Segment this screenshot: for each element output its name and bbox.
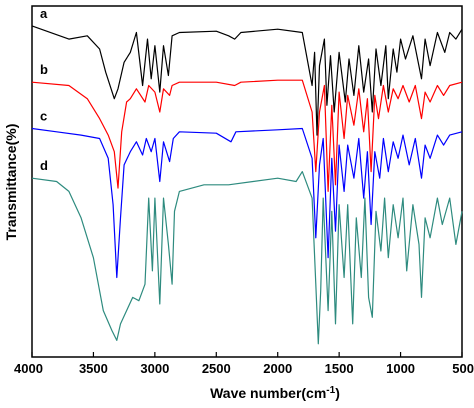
x-tick-label: 4000 bbox=[14, 361, 43, 376]
x-tick-label: 500 bbox=[452, 361, 474, 376]
x-tick-label: 3500 bbox=[79, 361, 108, 376]
x-tick-label: 1500 bbox=[325, 361, 354, 376]
series-labels: a b c d bbox=[40, 6, 48, 173]
series-label-a: a bbox=[40, 6, 48, 21]
x-ticks: 4000 3500 3000 2500 2000 1500 1000 500 bbox=[14, 352, 474, 376]
series-line-d bbox=[31, 171, 463, 345]
x-tick-label: 2000 bbox=[263, 361, 292, 376]
x-axis-title-main: Wave number(cm bbox=[210, 385, 326, 401]
series-label-b: b bbox=[40, 62, 48, 77]
x-tick-label: 1000 bbox=[386, 361, 415, 376]
y-axis-title: Transmittance(%) bbox=[3, 124, 19, 241]
series-layer bbox=[31, 25, 463, 345]
x-axis-title: Wave number(cm-1) bbox=[210, 385, 340, 401]
series-line-c bbox=[31, 127, 463, 279]
series-label-d: d bbox=[40, 158, 48, 173]
plot-frame bbox=[31, 5, 463, 358]
x-tick-label: 2500 bbox=[202, 361, 231, 376]
series-line-a bbox=[31, 25, 463, 136]
x-axis-title-suffix: ) bbox=[335, 385, 340, 401]
series-line-b bbox=[31, 79, 463, 192]
x-axis-title-sup: -1 bbox=[326, 385, 335, 396]
x-tick-label: 3000 bbox=[140, 361, 169, 376]
series-label-c: c bbox=[40, 109, 47, 124]
